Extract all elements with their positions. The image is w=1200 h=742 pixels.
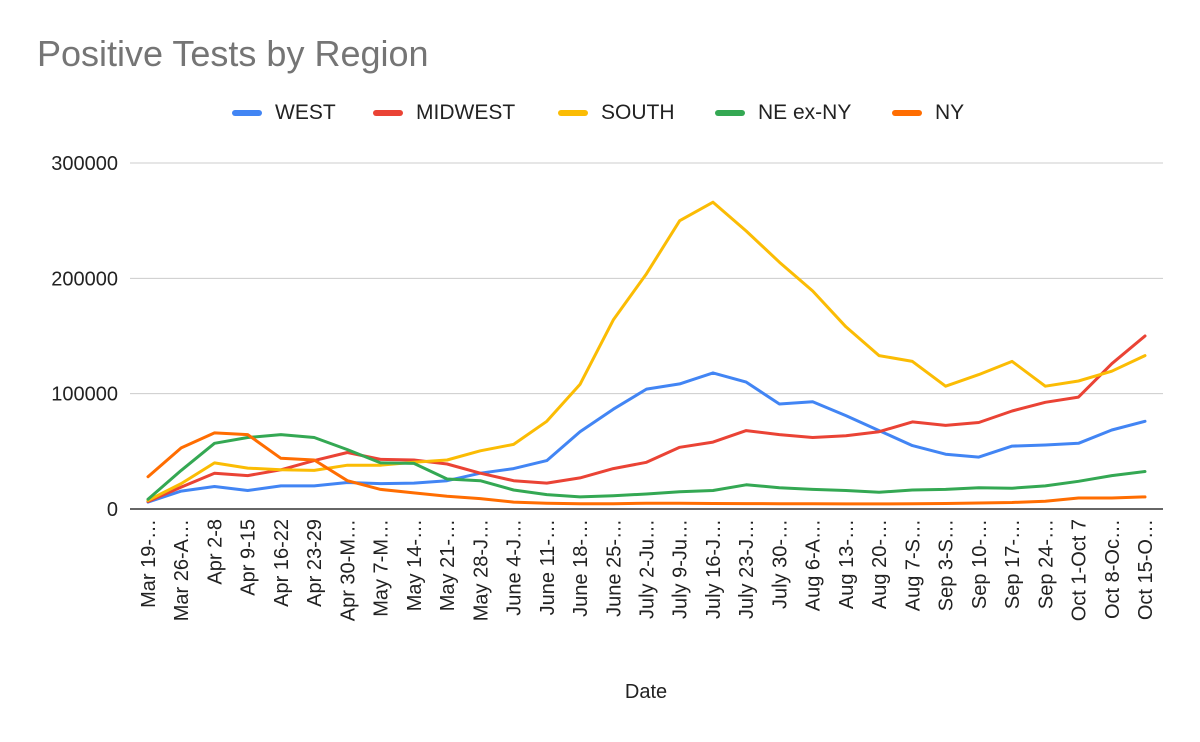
x-tick-label: Sep 3-S… — [936, 519, 958, 611]
x-tick-label: Sep 17-… — [1002, 519, 1024, 609]
x-tick-label: Oct 8-Oc… — [1102, 519, 1124, 619]
x-tick-label: Apr 16-22 — [271, 519, 293, 607]
chart-legend: WEST MIDWEST SOUTH NE ex-NY NY — [0, 96, 1200, 130]
legend-item-south[interactable]: SOUTH — [558, 96, 675, 130]
legend-label-west: WEST — [275, 101, 336, 124]
x-tick-label: June 4-J… — [504, 519, 526, 616]
x-tick-label: Apr 9-15 — [238, 519, 260, 596]
legend-label-ny: NY — [935, 101, 965, 124]
x-tick-label: Oct 15-O… — [1135, 519, 1157, 620]
x-tick-label: Aug 20-… — [869, 519, 891, 609]
chart-title: Positive Tests by Region — [37, 33, 429, 74]
x-tick-label: Mar 19-… — [138, 519, 160, 608]
x-tick-label: Sep 24-… — [1035, 519, 1057, 609]
x-tick-label: June 11-… — [537, 519, 559, 615]
x-tick-label: June 25-… — [603, 519, 625, 617]
x-tick-label: May 21-… — [437, 519, 459, 611]
legend-item-west[interactable]: WEST — [232, 96, 336, 130]
x-tick-label: May 7-M… — [371, 519, 393, 617]
x-tick-label: Apr 30-M… — [337, 519, 359, 621]
legend-swatch-west — [232, 110, 262, 116]
x-tick-label: Aug 13-… — [836, 519, 858, 609]
legend-item-midwest[interactable]: MIDWEST — [373, 96, 515, 130]
series-line-south — [146, 200, 1147, 502]
x-axis-title: Date — [625, 681, 667, 703]
x-tick-label: June 18-… — [570, 519, 592, 617]
x-tick-label: Oct 1-Oct 7 — [1069, 519, 1091, 621]
series-line-ny — [146, 431, 1147, 506]
y-tick-label-200000: 200000 — [51, 268, 118, 290]
y-tick-label-0: 0 — [107, 499, 118, 521]
series-line-west — [146, 371, 1147, 504]
legend-swatch-midwest — [373, 110, 403, 116]
x-tick-label: Aug 7-S… — [902, 519, 924, 611]
y-tick-label-300000: 300000 — [51, 153, 118, 175]
x-tick-label: Sep 10-… — [969, 519, 991, 609]
x-tick-label: Apr 23-29 — [304, 519, 326, 607]
x-tick-label: July 2-Ju… — [637, 519, 659, 619]
x-tick-label: July 16-J… — [703, 519, 725, 619]
legend-label-south: SOUTH — [601, 101, 675, 124]
x-tick-label: Aug 6-A… — [803, 519, 825, 611]
x-tick-label: July 30-… — [769, 519, 791, 609]
legend-label-midwest: MIDWEST — [416, 101, 516, 124]
series-line-ne-ex-ny — [146, 433, 1147, 501]
x-tick-label: May 28-J… — [470, 519, 492, 621]
x-tick-label: Mar 26-A… — [171, 519, 193, 621]
x-tick-label: May 14-… — [404, 519, 426, 611]
legend-item-ne-ex-ny[interactable]: NE ex-NY — [715, 96, 851, 130]
legend-label-ne-ex-ny: NE ex-NY — [758, 101, 852, 124]
x-tick-label: July 23-J… — [736, 519, 758, 619]
x-tick-label: July 9-Ju… — [670, 519, 692, 619]
series-line-midwest — [146, 334, 1147, 503]
legend-swatch-south — [558, 110, 588, 116]
legend-item-ny[interactable]: NY — [892, 96, 964, 130]
x-tick-label: Apr 2-8 — [204, 519, 226, 585]
y-tick-label-100000: 100000 — [51, 384, 118, 406]
legend-swatch-ne-ex-ny — [715, 110, 745, 116]
legend-swatch-ny — [892, 110, 922, 116]
